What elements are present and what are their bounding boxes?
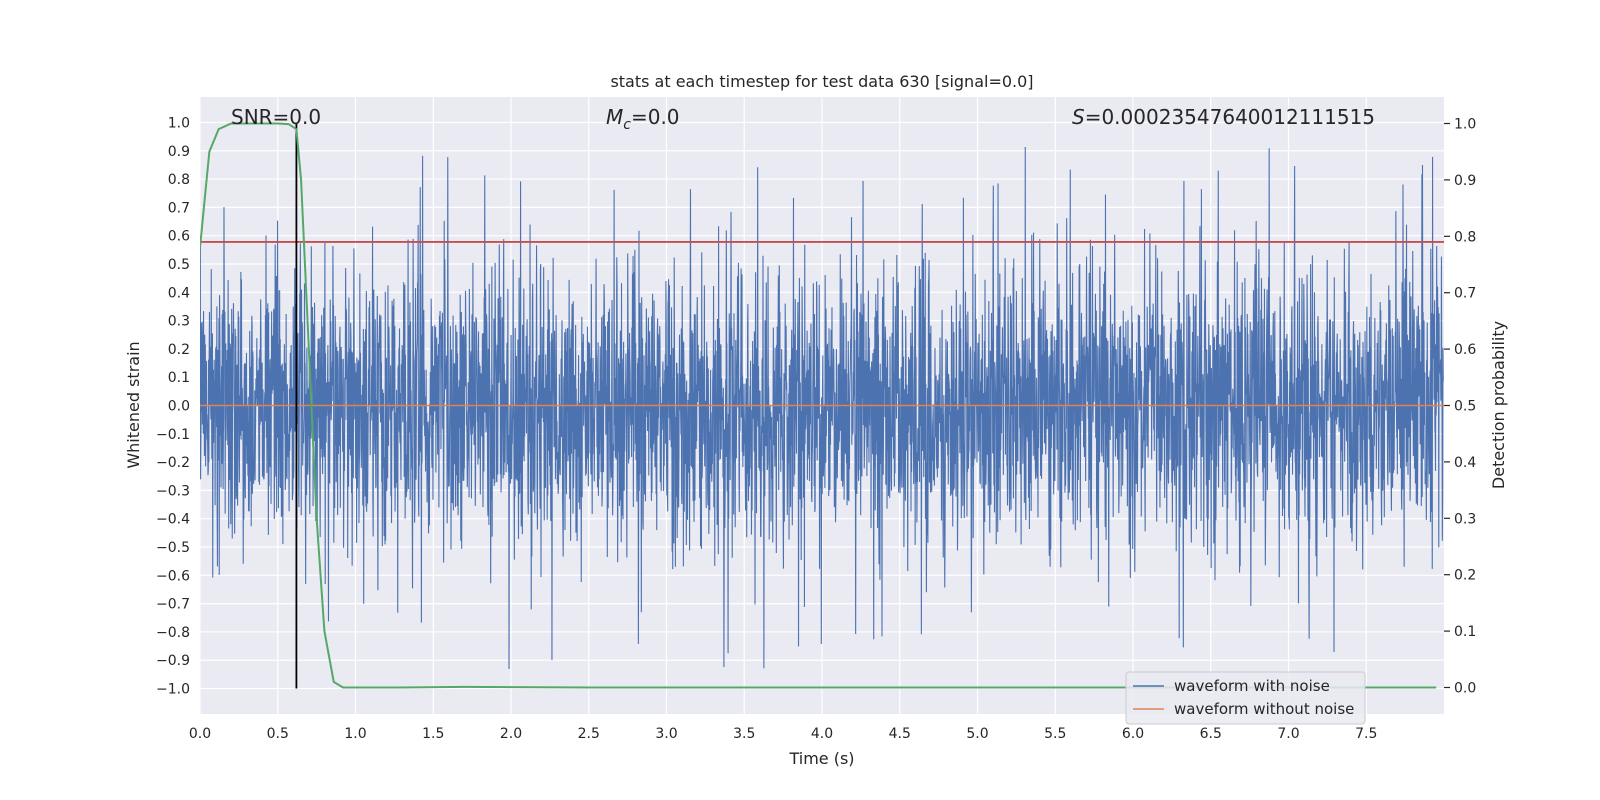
series-layer xyxy=(200,122,1444,689)
y-tick-label: −0.5 xyxy=(156,540,190,556)
y2-tick-label: 0.2 xyxy=(1454,568,1476,584)
x-axis-label: Time (s) xyxy=(788,749,854,768)
x-tick-label: 3.0 xyxy=(655,726,677,742)
chart-title: stats at each timestep for test data 630… xyxy=(610,72,1033,91)
y-tick-label: −0.8 xyxy=(156,625,190,641)
x-tick-label: 4.5 xyxy=(889,726,911,742)
x-tick-label: 1.5 xyxy=(422,726,444,742)
legend-label-noise: waveform with noise xyxy=(1174,677,1330,695)
x-tick-label: 7.0 xyxy=(1277,726,1299,742)
snr-annotation: SNR=0.0 xyxy=(231,105,321,129)
legend-label-clean: waveform without noise xyxy=(1174,700,1354,718)
x-tick-label: 5.5 xyxy=(1044,726,1066,742)
y2-tick-label: 0.8 xyxy=(1454,229,1476,245)
y2-tick-label: 0.3 xyxy=(1454,511,1476,527)
x-tick-label: 2.5 xyxy=(578,726,600,742)
y2-tick-label: 0.7 xyxy=(1454,286,1476,302)
y-tick-label: 0.0 xyxy=(168,399,190,415)
y-tick-label: −0.2 xyxy=(156,455,190,471)
x-tick-label: 5.0 xyxy=(966,726,988,742)
y2-tick-labels: 1.0 0.9 0.8 0.7 0.6 0.5 0.4 0.3 0.2 0.1 0.0 xyxy=(1444,117,1476,696)
y-tick-label: 0.4 xyxy=(168,285,190,301)
y-tick-label: 0.7 xyxy=(168,200,190,216)
y-tick-label: 0.5 xyxy=(168,257,190,273)
x-tick-labels: 0.0 0.5 1.0 1.5 2.0 2.5 3.0 3.5 4.0 4.5 5.0 5.5 6.0 6… xyxy=(189,726,1378,742)
x-tick-label: 2.0 xyxy=(500,726,522,742)
waveform-with-noise-line xyxy=(200,146,1444,669)
mc-symbol: M xyxy=(606,105,623,129)
y-tick-label: 0.6 xyxy=(168,229,190,245)
y-tick-labels: 1.0 0.9 0.8 0.7 0.6 0.5 0.4 0.3 0.2 0.1 0.0 −0.1 −0.… xyxy=(156,115,190,697)
y2-tick-label: 0.0 xyxy=(1454,680,1476,696)
y2-tick-label: 0.5 xyxy=(1454,399,1476,415)
mc-value: =0.0 xyxy=(631,105,680,129)
y-tick-label: 0.8 xyxy=(168,172,190,188)
y-tick-label: 0.3 xyxy=(168,314,190,330)
x-tick-label: 4.0 xyxy=(811,726,833,742)
y-tick-label: 1.0 xyxy=(168,115,190,131)
y2-tick-label: 0.1 xyxy=(1454,624,1476,640)
x-tick-label: 0.5 xyxy=(267,726,289,742)
x-tick-label: 0.0 xyxy=(189,726,211,742)
y2-tick-label: 0.4 xyxy=(1454,455,1476,471)
y-tick-label: −0.1 xyxy=(156,427,190,443)
x-tick-label: 1.0 xyxy=(344,726,366,742)
y2-tick-label: 0.6 xyxy=(1454,342,1476,358)
y-tick-label: 0.2 xyxy=(168,342,190,358)
legend-box xyxy=(1125,671,1366,725)
y-tick-label: −1.0 xyxy=(156,682,190,698)
y-tick-label: 0.1 xyxy=(168,370,190,386)
y-tick-label: −0.4 xyxy=(156,512,190,528)
detection-probability-line xyxy=(200,122,1437,689)
x-tick-label: 6.0 xyxy=(1122,726,1144,742)
s-annotation: S=0.00023547640012111515 xyxy=(1072,105,1375,129)
y-tick-label: −0.6 xyxy=(156,568,190,584)
y-axis-label: Whitened strain xyxy=(124,341,143,468)
x-tick-label: 7.5 xyxy=(1355,726,1377,742)
y-tick-label: −0.3 xyxy=(156,483,190,499)
y2-tick-label: 1.0 xyxy=(1454,117,1476,133)
y2-axis-label: Detection probability xyxy=(1489,321,1508,489)
s-symbol: S xyxy=(1072,105,1085,129)
y-tick-label: 0.9 xyxy=(168,144,190,160)
x-tick-label: 6.5 xyxy=(1200,726,1222,742)
s-value: =0.00023547640012111515 xyxy=(1085,105,1375,129)
x-tick-label: 3.5 xyxy=(733,726,755,742)
y-tick-label: −0.9 xyxy=(156,653,190,669)
y-tick-label: −0.7 xyxy=(156,597,190,613)
legend: waveform with noise waveform without noi… xyxy=(1125,671,1366,725)
y2-tick-label: 0.9 xyxy=(1454,173,1476,189)
mc-annotation: Mc=0.0 xyxy=(606,105,680,133)
mc-subscript: c xyxy=(623,117,631,133)
